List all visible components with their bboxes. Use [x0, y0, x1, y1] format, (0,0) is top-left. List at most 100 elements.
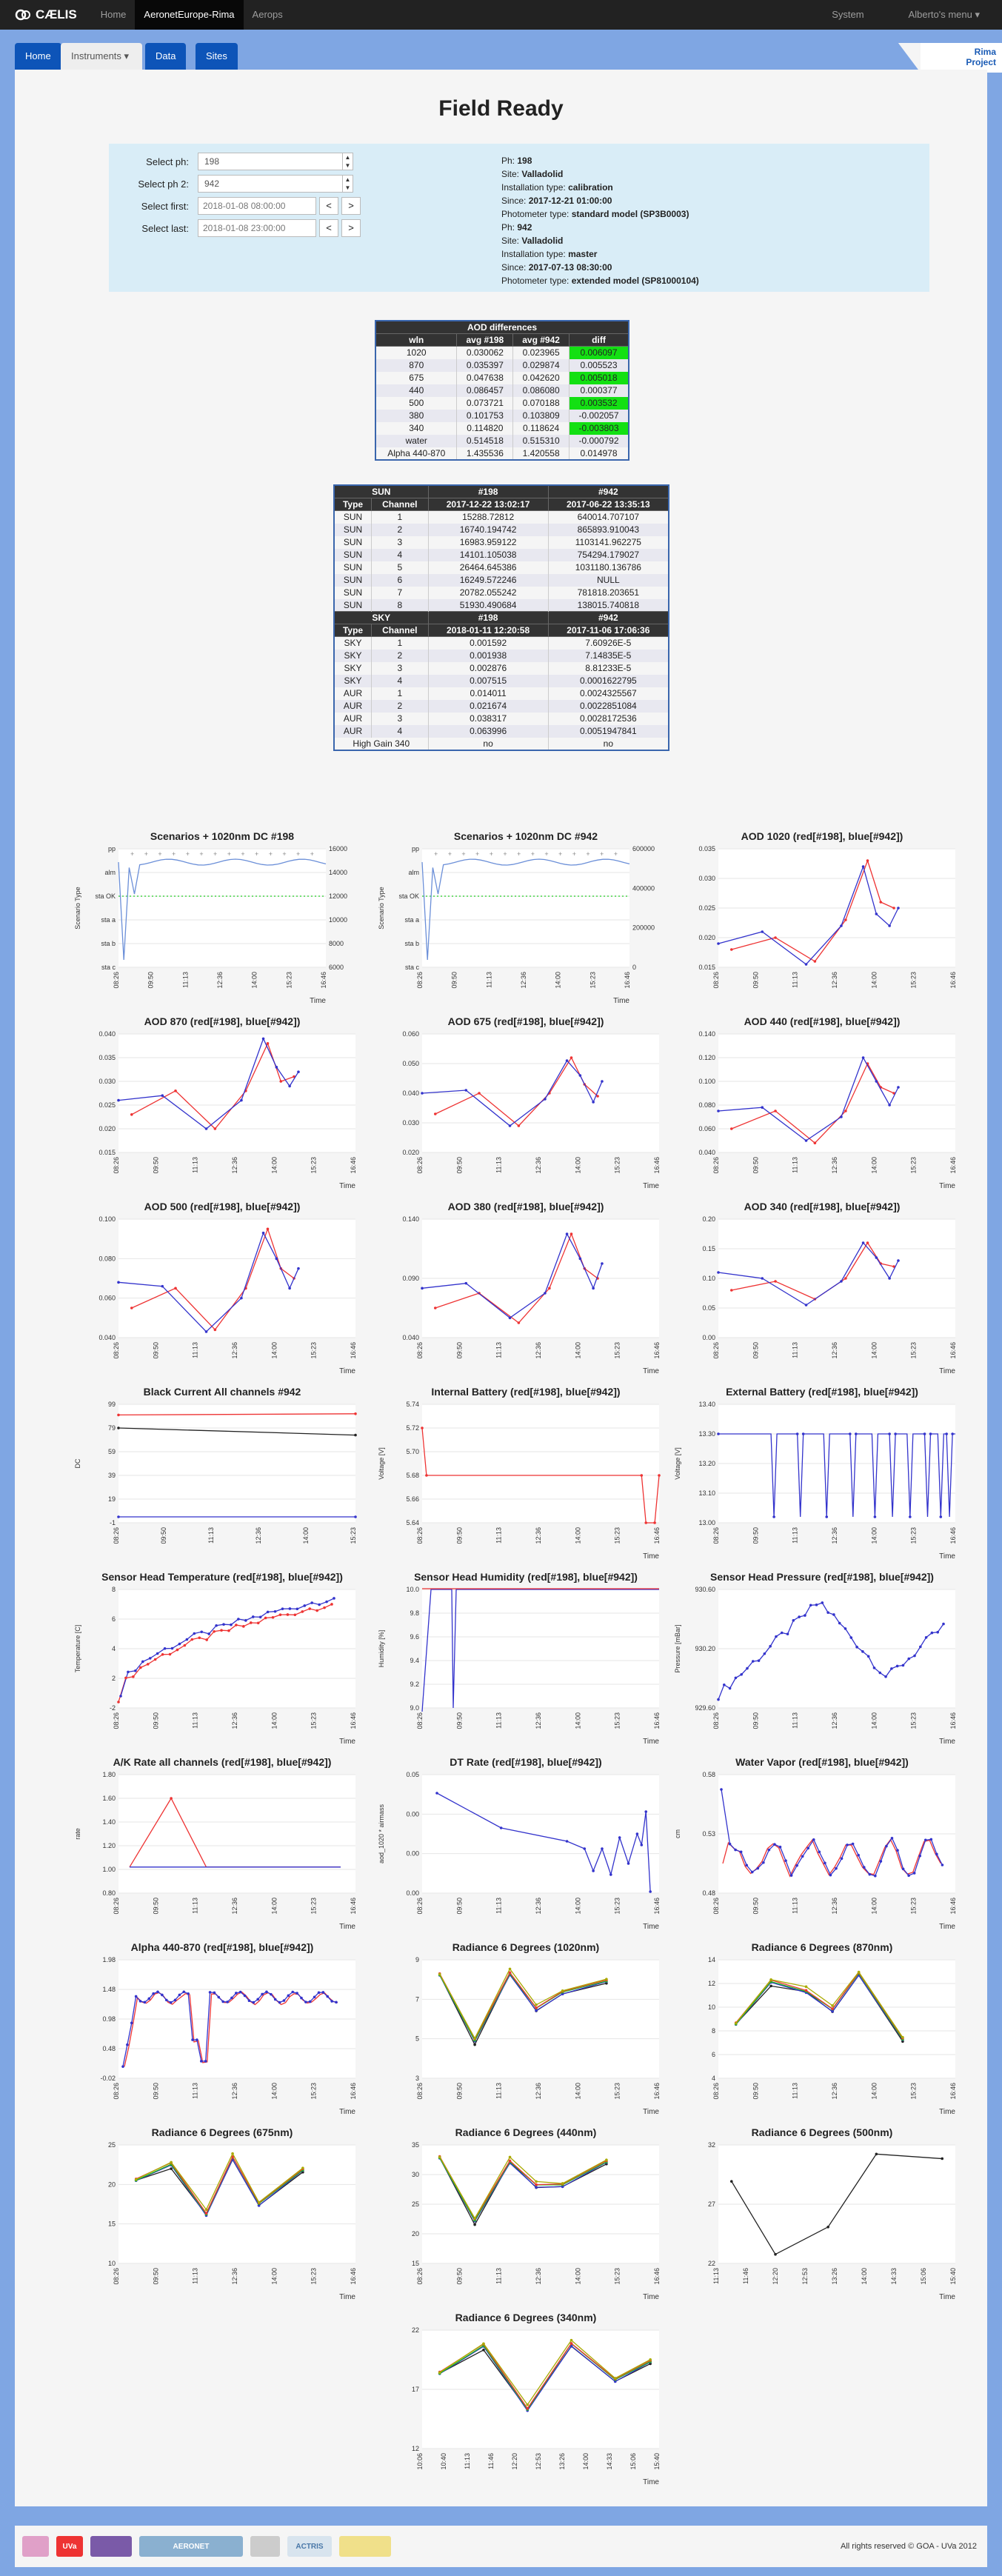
data-point	[941, 2157, 944, 2160]
y-tick-label: 25	[108, 2141, 116, 2149]
tab-sites[interactable]: Sites	[196, 43, 238, 70]
data-point	[121, 2065, 124, 2068]
data-point	[838, 1621, 841, 1625]
x-tick-label: 13:26	[558, 2453, 566, 2470]
data-point	[200, 1630, 204, 1634]
select-ph2-dropdown[interactable]: 942 ▲ ▼	[198, 175, 353, 193]
data-point	[945, 1432, 948, 1435]
table-cell: SUN	[333, 561, 372, 574]
y-tick-label: pp	[108, 845, 116, 852]
y-tick-label: 5.70	[406, 1448, 419, 1455]
tab-instruments[interactable]: Instruments ▾	[61, 43, 142, 70]
spinner-icon[interactable]: ▲ ▼	[342, 176, 353, 192]
y-axis-label: Voltage [V]	[674, 1447, 681, 1480]
nav-aerops[interactable]: Aerops	[252, 9, 283, 20]
table-cell: Alpha 440-870	[375, 447, 457, 460]
x-tick-label: 12:36	[231, 1157, 238, 1174]
x-axis-label: Time	[643, 1367, 659, 1375]
first-prev-button[interactable]: <	[319, 197, 338, 215]
select-last-input[interactable]: 2018-01-08 23:00:00	[198, 219, 316, 237]
marker: +	[130, 850, 134, 858]
table-cell: 0.114820	[456, 421, 513, 435]
chart-title: Radiance 6 Degrees (1020nm)	[452, 1941, 599, 1953]
x-tick-label: 16:46	[653, 1527, 661, 1544]
data-point	[187, 1992, 190, 1995]
y-tick-label: 0.00	[702, 1334, 715, 1341]
data-point	[178, 1642, 181, 1646]
chart-8: AOD 340 (red[#198], blue[#942]) 0.20 0.15 0…	[667, 1195, 978, 1381]
nav-aeronet-europe-rima[interactable]: AeronetEurope-Rima	[135, 0, 244, 30]
data-point	[473, 2043, 476, 2046]
data-point	[653, 1521, 656, 1524]
data-point	[317, 1991, 321, 1995]
y-tick-label: 0.060	[402, 1030, 419, 1038]
x-tick-label: 12:36	[535, 2268, 542, 2285]
data-point	[193, 1632, 196, 1635]
table-row: SKY 4 0.007515 0.0001622795	[333, 674, 669, 687]
data-point	[618, 1836, 621, 1839]
tab-home[interactable]: Home	[15, 43, 61, 70]
data-point	[774, 936, 777, 939]
data-point	[221, 2000, 224, 2003]
table-row: 870 0.035397 0.029874 0.005523	[375, 358, 629, 372]
data-point	[875, 1080, 878, 1083]
last-next-button[interactable]: >	[341, 219, 361, 237]
y-tick-label: 39	[108, 1472, 116, 1479]
data-point	[804, 1614, 806, 1617]
nav-user-menu[interactable]: Alberto's menu ▾	[908, 9, 980, 20]
marker: +	[186, 850, 190, 858]
data-point	[526, 2406, 530, 2410]
marker: +	[199, 850, 203, 858]
select-ph-dropdown[interactable]: 198 ▲ ▼	[198, 153, 353, 170]
data-point	[288, 1084, 291, 1088]
data-point	[438, 1972, 441, 1976]
data-point	[561, 1989, 564, 1992]
y-tick-label: 0.030	[402, 1119, 419, 1127]
data-point	[734, 1676, 738, 1680]
y2-tick-label: 200000	[632, 924, 655, 932]
x-tick-label: 08:26	[712, 1898, 720, 1915]
data-point	[804, 1139, 808, 1142]
data-point	[435, 1792, 438, 1795]
data-point	[143, 2001, 147, 2004]
table-row: SUN 4 14101.105038 754294.179027	[333, 548, 669, 561]
table-cell: SUN	[333, 586, 372, 599]
y-tick-label: 0.040	[402, 1334, 419, 1341]
data-point	[303, 1604, 307, 1607]
x-axis-label: Time	[613, 997, 629, 1005]
select-first-input[interactable]: 2018-01-08 08:00:00	[198, 197, 316, 215]
y2-tick-label: 8000	[329, 940, 344, 947]
brand-logo[interactable]: CÆLIS	[0, 7, 92, 23]
data-point	[117, 1515, 120, 1518]
table-cell: 781818.203651	[547, 586, 669, 599]
marker: +	[586, 850, 589, 858]
data-point	[297, 1070, 300, 1073]
data-point	[278, 2001, 281, 2004]
data-point	[897, 1259, 900, 1262]
spinner-icon[interactable]: ▲ ▼	[342, 153, 353, 170]
data-point	[183, 1644, 187, 1647]
x-tick-label: 11:13	[495, 1527, 503, 1544]
y-tick-label: 0.80	[102, 1889, 116, 1897]
x-tick-label: 15:23	[614, 1898, 621, 1915]
y-tick-label: 30	[412, 2171, 419, 2178]
nav-system[interactable]: System	[832, 9, 864, 20]
data-point	[804, 1304, 808, 1307]
data-point	[178, 1993, 181, 1997]
data-point	[763, 1652, 766, 1655]
nav-home[interactable]: Home	[100, 9, 127, 20]
data-point	[924, 1635, 928, 1639]
tab-data[interactable]: Data	[145, 43, 187, 70]
data-point	[729, 1289, 733, 1292]
data-point	[890, 1836, 894, 1840]
last-prev-button[interactable]: <	[319, 219, 338, 237]
table-cell: SKY	[333, 649, 372, 662]
x-tick-label: 09:50	[451, 972, 458, 989]
data-point	[873, 1515, 877, 1518]
data-point	[156, 1990, 159, 1994]
x-tick-label: 08:26	[416, 1712, 424, 1729]
data-point	[769, 1978, 772, 1981]
first-next-button[interactable]: >	[341, 197, 361, 215]
data-point	[231, 2152, 234, 2155]
x-tick-label: 13:26	[831, 2268, 838, 2285]
